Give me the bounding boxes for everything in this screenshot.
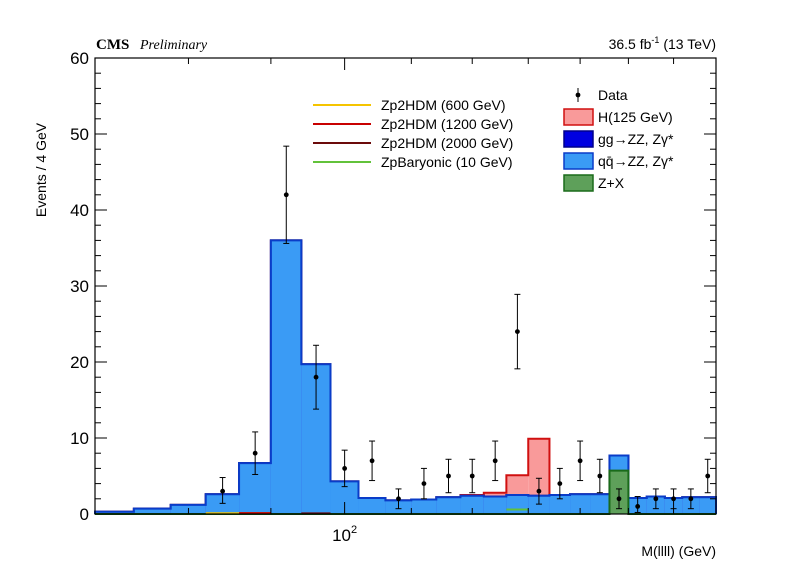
data-point — [313, 374, 319, 380]
cms-label: CMS — [96, 37, 129, 53]
data-point — [446, 473, 451, 479]
y-tick-label: 60 — [70, 49, 89, 68]
legend-swatch — [563, 130, 594, 148]
data-point — [635, 504, 641, 509]
data-point — [705, 473, 711, 479]
data-point — [283, 192, 289, 198]
y-axis-title: Events / 4 GeV — [33, 122, 49, 217]
preliminary-label: Preliminary — [139, 38, 208, 53]
bar-qq-zz-z — [436, 497, 461, 514]
legend-label: Zp2HDM (600 GeV) — [381, 97, 505, 113]
legend-label: ZpBaryonic (10 GeV) — [381, 154, 513, 170]
bar-qq-zz-z — [411, 499, 437, 514]
plot-area — [94, 145, 717, 515]
bar-qq-zz-z — [590, 494, 610, 514]
data-point — [421, 481, 427, 486]
data-point — [597, 473, 603, 479]
y-tick-label: 30 — [70, 277, 89, 296]
bar-qq-zz-z — [460, 495, 484, 514]
bar-qq-zz-z — [570, 494, 591, 514]
bar-qq-zz-z — [270, 240, 302, 514]
y-tick-label: 50 — [70, 125, 89, 144]
outline-qq-zz-z — [94, 239, 717, 514]
y-tick-label: 20 — [70, 353, 89, 372]
data-point — [492, 458, 498, 464]
x-axis-title: M(llll) (GeV) — [641, 543, 716, 559]
data-point — [220, 488, 226, 494]
data-point — [342, 466, 348, 471]
legend-label: Zp2HDM (1200 GeV) — [381, 116, 513, 132]
data-point — [536, 488, 542, 494]
legend: Zp2HDM (600 GeV) Zp2HDM (1200 GeV) Zp2HDM … — [313, 87, 674, 192]
data-point — [616, 496, 622, 502]
legend-data-marker — [575, 92, 581, 98]
data-point — [369, 458, 375, 464]
legend-swatch — [563, 108, 594, 126]
data-point — [671, 496, 676, 502]
bar-qq-zz-z — [133, 508, 171, 514]
y-tick-label: 40 — [70, 201, 89, 220]
legend-label: Zp2HDM (2000 GeV) — [381, 135, 513, 151]
data-point — [469, 473, 475, 479]
bar-qq-zz-z — [528, 495, 550, 514]
y-tick-label: 10 — [70, 429, 89, 448]
legend-swatch — [563, 174, 594, 192]
data-point — [653, 496, 659, 502]
luminosity-label: 36.5 fb-1 (13 TeV) — [609, 35, 716, 52]
axes: 0 10 20 30 40 50 60 102 — [70, 49, 717, 545]
x-tick-label: 102 — [332, 524, 357, 545]
bar-qq-zz-z — [549, 495, 571, 514]
data-point — [577, 458, 583, 464]
bar-qq-zz-z — [506, 495, 529, 514]
legend-label: Z+X — [598, 175, 625, 191]
bar-qq-zz-z — [358, 498, 386, 514]
legend-label: qq̄→ZZ, Zγ* — [598, 153, 674, 169]
data-point — [557, 481, 563, 486]
legend-label: H(125 GeV) — [598, 109, 673, 125]
bar-qq-zz-z — [483, 496, 507, 514]
y-tick-label: 0 — [80, 505, 89, 524]
data-point — [396, 496, 401, 502]
data-point — [514, 329, 520, 334]
bar-qq-zz-z — [95, 511, 134, 514]
data-point — [252, 450, 258, 456]
bar-qq-zz-z — [699, 497, 716, 514]
legend-label: gg→ZZ, Zγ* — [598, 131, 674, 147]
data-point — [688, 496, 694, 502]
legend-label: Data — [598, 87, 628, 103]
legend-swatch — [563, 152, 594, 170]
bar-qq-zz-z — [205, 494, 240, 514]
